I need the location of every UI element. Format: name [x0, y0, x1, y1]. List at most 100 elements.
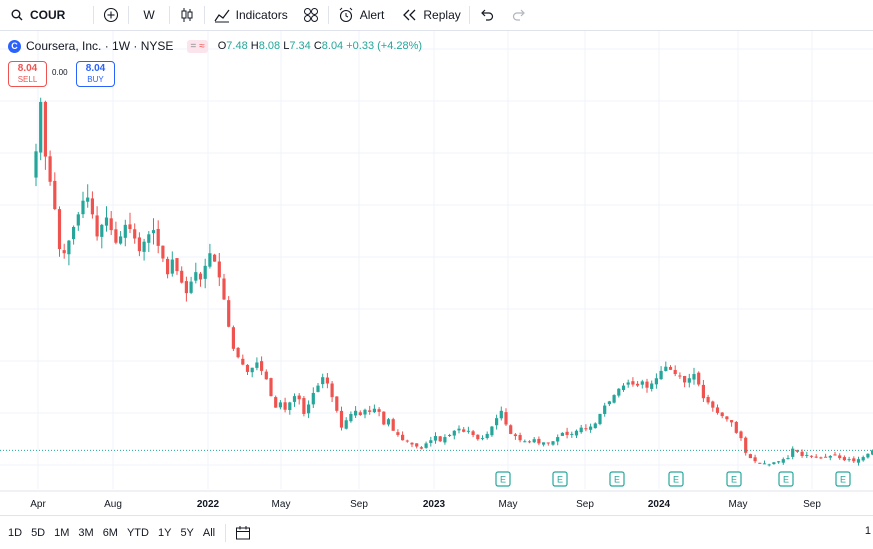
candle-body: [495, 418, 499, 426]
candle-body: [119, 236, 123, 244]
candle-body: [325, 377, 329, 384]
candle-body: [546, 442, 550, 444]
candle-body: [847, 459, 851, 461]
candle-body: [62, 250, 66, 254]
candle-body: [194, 272, 198, 281]
earnings-marker-label: E: [557, 475, 563, 485]
candle-body: [842, 457, 846, 461]
buy-button[interactable]: 8.04 BUY: [76, 61, 115, 87]
candle-body: [278, 402, 282, 408]
candle-body: [485, 433, 489, 439]
indicators-button[interactable]: Indicators: [213, 0, 288, 30]
candle-body: [542, 442, 546, 445]
candle-body: [354, 410, 358, 416]
earnings-marker: [552, 471, 568, 487]
compare-button[interactable]: [102, 0, 120, 30]
candle-body: [255, 362, 259, 368]
candle-body: [556, 437, 560, 442]
candle-body: [316, 385, 320, 392]
candles-icon: [178, 6, 196, 24]
open-key: O: [217, 40, 227, 52]
alert-label: Alert: [359, 8, 385, 22]
close-key: C: [313, 40, 322, 52]
candle-body: [537, 438, 541, 444]
interval-button[interactable]: W: [137, 0, 160, 30]
earnings-marker-label: E: [673, 475, 679, 485]
close-value: 8.04: [321, 40, 344, 52]
candle-body: [180, 270, 184, 283]
range-1m[interactable]: 1M: [54, 526, 70, 539]
candle-body: [260, 361, 264, 371]
candle-body: [34, 151, 38, 178]
redo-button[interactable]: [510, 0, 528, 30]
candle-body: [607, 401, 611, 405]
candle-body: [697, 372, 701, 385]
range-6m[interactable]: 6M: [102, 526, 118, 539]
candle-body: [612, 395, 616, 403]
buy-label: BUY: [87, 75, 104, 84]
candle-body: [560, 432, 564, 436]
candle-body: [509, 425, 513, 434]
wave-icon: ≈: [199, 40, 205, 52]
candle-body: [156, 228, 160, 246]
candle-body: [650, 383, 654, 389]
range-ytd[interactable]: YTD: [126, 526, 149, 539]
candle-body: [748, 454, 752, 459]
candle-body: [339, 410, 344, 428]
candle-body: [593, 423, 597, 429]
legend-toggle[interactable]: = ≈: [187, 39, 208, 53]
candle-body: [335, 396, 339, 411]
chart-type-button[interactable]: [178, 0, 196, 30]
undo-button[interactable]: [478, 0, 496, 30]
divider: [203, 6, 205, 24]
candle-body: [527, 441, 532, 443]
layouts-button[interactable]: [302, 0, 320, 30]
candle-body: [274, 397, 278, 408]
plus-circle-icon: [102, 6, 120, 24]
range-bar: 1D 5D 1M 3M 6M YTD 1Y 5Y All: [0, 515, 873, 549]
undo-icon: [478, 6, 496, 24]
candle-body: [321, 377, 325, 385]
earnings-marker-label: E: [783, 475, 789, 485]
candle-body: [72, 226, 76, 240]
symbol-search[interactable]: COUR: [0, 0, 73, 30]
x-axis-tick-label: Aug: [104, 499, 122, 510]
candle-body: [264, 371, 268, 380]
divider: [93, 6, 95, 24]
candle-body: [147, 234, 151, 243]
calendar-range-icon[interactable]: [234, 524, 252, 542]
range-all[interactable]: All: [202, 526, 216, 539]
high-key: H: [250, 40, 259, 52]
candle-body: [499, 410, 503, 419]
rewind-icon: [400, 6, 418, 24]
candle-body: [828, 455, 832, 458]
price-chart[interactable]: E E E E E E E Apr Aug 2022 May Sep 2023 May Sep 2024 May…: [0, 31, 873, 515]
candle-body: [856, 459, 861, 463]
sell-price: 8.04: [17, 63, 38, 74]
range-5y[interactable]: 5Y: [180, 526, 194, 539]
x-axis-tick-label: 2022: [197, 499, 220, 510]
minus-icon: =: [190, 40, 197, 52]
range-1d[interactable]: 1D: [8, 526, 23, 539]
candle-body: [424, 443, 428, 448]
candle-body: [631, 381, 635, 385]
candle-body: [401, 434, 405, 441]
sell-label: SELL: [17, 75, 38, 84]
range-1y[interactable]: 1Y: [157, 526, 172, 539]
sell-button[interactable]: 8.04 SELL: [8, 61, 47, 87]
candle-body: [307, 404, 311, 414]
alert-button[interactable]: Alert: [337, 0, 385, 30]
candle-body: [791, 448, 795, 457]
low-value: 7.34: [289, 40, 311, 52]
candle-body: [772, 462, 776, 465]
range-3m[interactable]: 3M: [78, 526, 94, 539]
candle-body: [109, 218, 113, 231]
x-axis-tick-label: 2023: [423, 499, 446, 510]
range-5d[interactable]: 5D: [31, 526, 46, 539]
replay-button[interactable]: Replay: [400, 0, 461, 30]
candle-body: [800, 451, 804, 456]
candle-body: [795, 450, 799, 452]
candle-body: [598, 413, 602, 424]
top-toolbar: COUR W Indicators Alert R: [0, 0, 873, 31]
candle-body: [692, 374, 696, 380]
